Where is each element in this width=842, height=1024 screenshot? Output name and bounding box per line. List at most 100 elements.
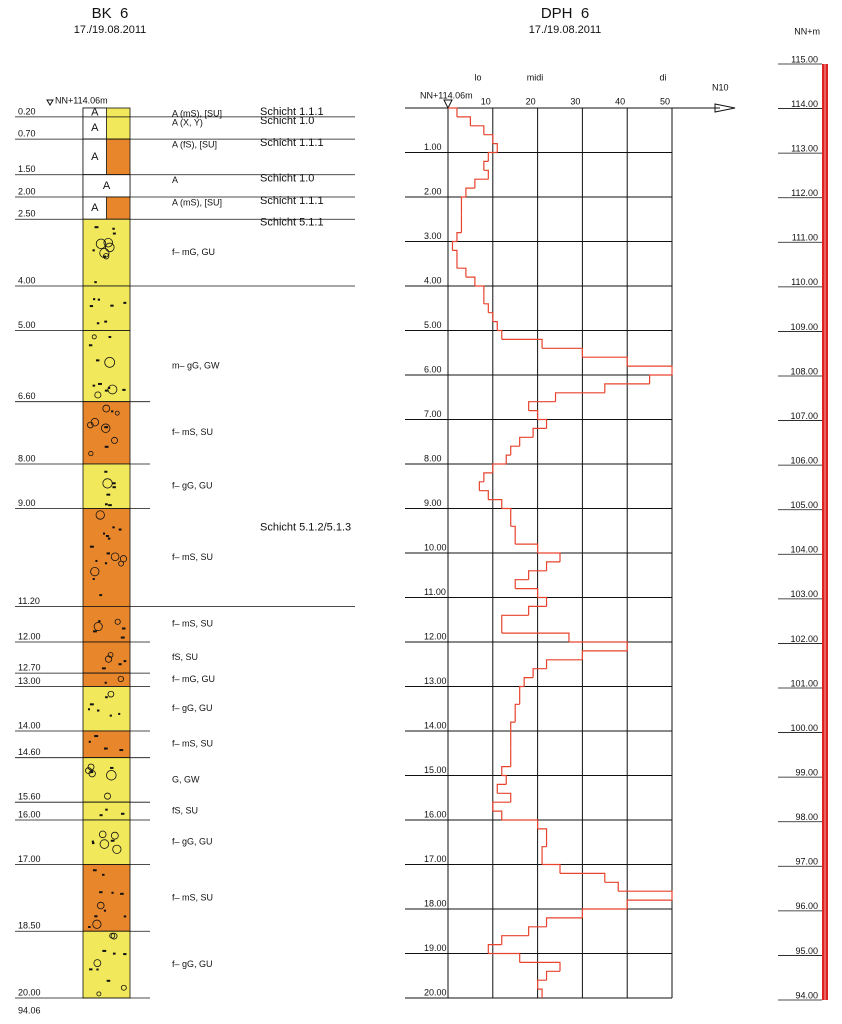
dph-step (537, 418, 548, 429)
depth-label: 20.00 (18, 987, 41, 997)
elevation-label: 102.00 (790, 634, 818, 644)
grain (104, 503, 108, 506)
layer-description: f– mG, GU (172, 674, 215, 684)
layer-description: A (fS), [SU] (172, 140, 217, 150)
grain (92, 249, 95, 252)
dph-step (582, 356, 628, 367)
grain (91, 840, 94, 843)
dph-step (501, 819, 539, 829)
layer (82, 730, 131, 759)
dph-step (545, 970, 560, 981)
dph-step (519, 436, 534, 447)
depth-label: 11.20 (18, 596, 40, 606)
layer (82, 819, 131, 865)
dph-step (505, 454, 511, 464)
borehole-date: 17./19.08.2011 (74, 24, 147, 36)
reference-marker (46, 99, 54, 106)
grain (111, 891, 114, 894)
gravel (96, 991, 102, 997)
grain (108, 504, 112, 507)
dph-step (501, 614, 529, 625)
dph-step (488, 312, 494, 322)
gravel (105, 242, 115, 253)
grain (118, 712, 121, 715)
reference-marker (443, 99, 453, 110)
layer-description: A (172, 175, 178, 185)
dph-step (568, 641, 628, 651)
dph-step (545, 561, 560, 571)
dph-step (554, 392, 605, 402)
gravel (104, 357, 116, 368)
grain (88, 344, 93, 347)
layer-description: A (mS), [SU] (172, 108, 222, 118)
grain (96, 968, 99, 971)
dph-step (501, 507, 512, 527)
depth-label: 1.50 (18, 164, 36, 174)
dph-step (537, 552, 561, 562)
gravel (110, 552, 120, 562)
dph-step (528, 926, 547, 936)
gravel (107, 384, 118, 395)
depth-label: 14.00 (18, 720, 41, 730)
layer-unit: Schicht 1.0 (260, 173, 314, 185)
grain (119, 749, 124, 752)
y-tick-label: 5.00 (424, 320, 442, 330)
grain (112, 227, 115, 230)
gravel (99, 839, 110, 849)
dph-step (528, 410, 539, 420)
grain (118, 663, 122, 666)
layer-unit: Schicht 5.1.1 (260, 217, 324, 229)
dph-step (519, 685, 525, 705)
gravel (93, 959, 102, 967)
y-tick-label: 17.00 (424, 854, 447, 864)
y-tick-label: 8.00 (424, 453, 442, 463)
layer-unit: Schicht 1.0 (260, 115, 314, 127)
grain (103, 255, 107, 258)
grain (104, 681, 107, 684)
dph-step (483, 303, 489, 313)
grain (104, 426, 109, 429)
layer (82, 686, 131, 732)
gravel (91, 334, 97, 340)
dph-step (483, 134, 494, 144)
dph-step (515, 543, 539, 553)
y-tick-label: 4.00 (424, 275, 442, 285)
dph-step (542, 863, 561, 874)
grain (106, 493, 111, 496)
elevation-label: 111.00 (792, 233, 818, 243)
grain (105, 535, 109, 538)
depth-label: 9.00 (18, 498, 36, 508)
layer (82, 285, 131, 331)
dph-step (492, 463, 507, 473)
dph-step (470, 125, 485, 135)
dph-step (523, 677, 534, 687)
grain (99, 891, 103, 894)
layer (82, 672, 131, 687)
layer-symbol: A (91, 122, 99, 134)
dph-step (604, 383, 650, 393)
layer-description: A (mS), [SU] (172, 197, 222, 207)
grain (88, 925, 91, 928)
dph-step (541, 846, 547, 865)
dph-step (501, 774, 507, 785)
depth-label: 2.00 (18, 186, 36, 196)
chart-title: DPH 6 (541, 5, 589, 22)
gravel (118, 560, 124, 567)
y-tick-label: 7.00 (424, 409, 442, 419)
y-tick-label: 15.00 (424, 765, 447, 775)
grain (106, 979, 111, 982)
grain (112, 952, 116, 955)
x-tick-label: 50 (660, 96, 670, 106)
dph-step (483, 169, 489, 180)
depth-label: 12.00 (18, 631, 41, 641)
dph-step (618, 890, 673, 901)
y-tick-label: 11.00 (424, 587, 446, 597)
y-tick-label: 10.00 (424, 542, 447, 552)
dph-step (451, 240, 457, 251)
chart-reference: NN+114.06m (420, 90, 473, 100)
elevation-label: 106.00 (790, 456, 818, 466)
dph-step (510, 525, 516, 545)
grain (89, 703, 94, 706)
grain (107, 537, 111, 540)
grain (104, 470, 108, 473)
